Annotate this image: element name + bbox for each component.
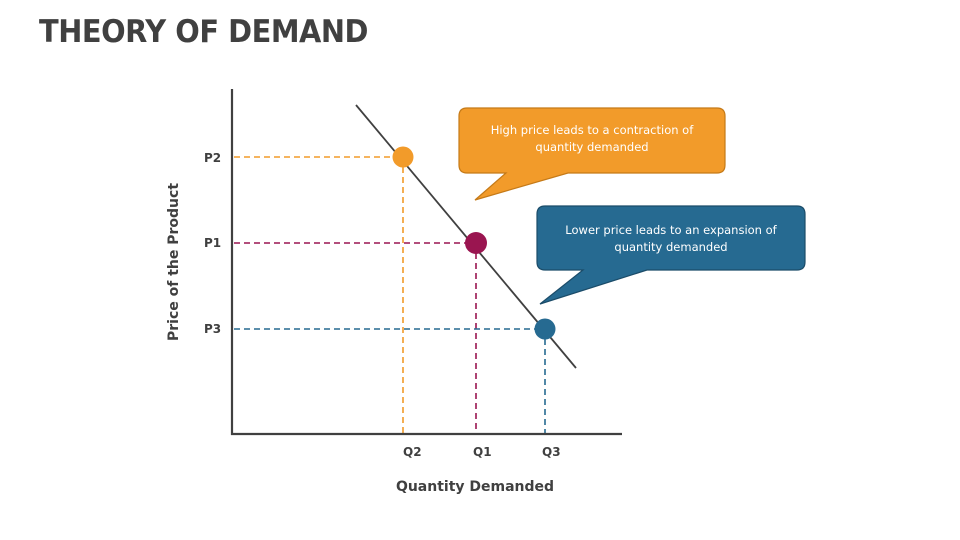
y-axis-title: Price of the Product <box>166 183 182 341</box>
callout-low-price <box>536 205 806 305</box>
page-title: THEORY OF DEMAND <box>39 14 369 50</box>
x-axis-title: Quantity Demanded <box>396 479 554 495</box>
callout-high-price-text: High price leads to a contraction of qua… <box>459 122 725 156</box>
point-p2-q2 <box>392 146 414 168</box>
callout-high-line1: High price leads to a contraction of <box>490 123 694 137</box>
callout-low-line1: Lower price leads to an expansion of <box>565 223 777 237</box>
callout-high-line2: quantity demanded <box>535 140 649 154</box>
point-p3-q3 <box>534 318 556 340</box>
p2-label: P2 <box>204 151 221 165</box>
q2-label: Q2 <box>403 445 422 459</box>
q1-label: Q1 <box>473 445 492 459</box>
point-p1-q1 <box>465 232 487 254</box>
q3-label: Q3 <box>542 445 561 459</box>
callout-high-price <box>458 107 726 201</box>
p3-label: P3 <box>204 322 221 336</box>
p1-label: P1 <box>204 236 221 250</box>
callout-low-price-text: Lower price leads to an expansion of qua… <box>537 222 805 256</box>
callout-low-line2: quantity demanded <box>614 240 728 254</box>
